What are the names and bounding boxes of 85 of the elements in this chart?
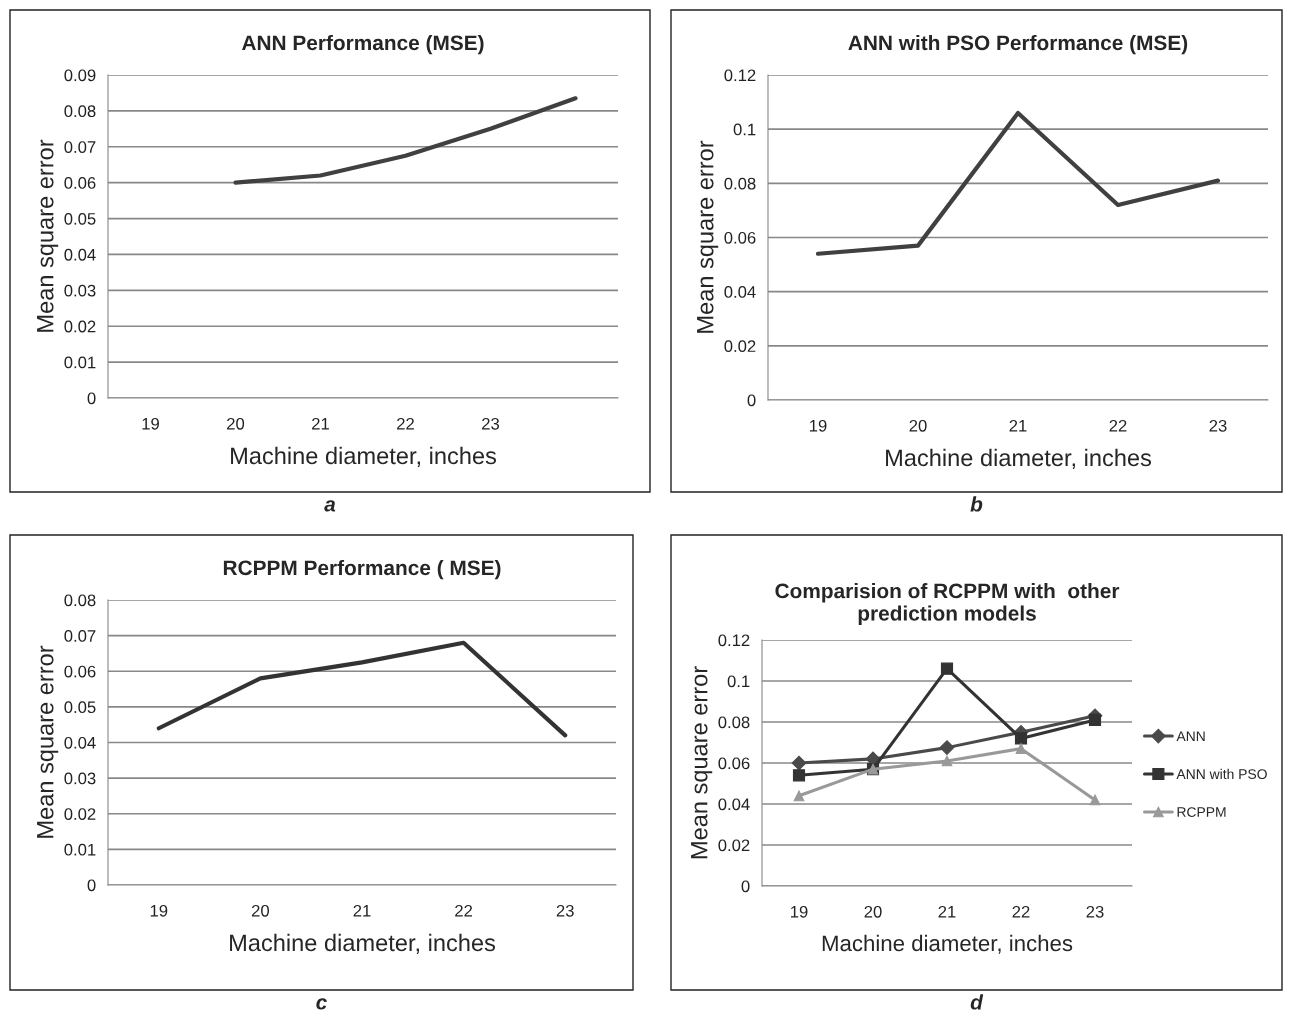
y-tick-label: 0.06	[724, 231, 756, 244]
chart-title: Comparision of RCPPM with other prediction models	[775, 583, 1120, 625]
legend-label: ANN	[1176, 731, 1205, 741]
y-tick-label: 0.02	[724, 340, 756, 353]
y-tick-label: 0.06	[64, 665, 96, 678]
y-axis-title: Mean square error	[691, 666, 713, 859]
x-tick-label: 22	[455, 904, 473, 917]
y-tick-label: 0.08	[724, 177, 756, 190]
y-tick-label: 0.02	[64, 808, 96, 820]
point	[792, 769, 806, 782]
x-tick-label: 21	[1009, 419, 1027, 432]
y-tick-label: 0.03	[64, 284, 96, 297]
point	[1014, 732, 1028, 745]
x-tick-label: 23	[1086, 905, 1104, 918]
chart-title: ANN Performance (MSE)	[241, 34, 484, 55]
point	[940, 662, 954, 675]
y-tick-label: 0.04	[64, 248, 96, 261]
x-tick-label: 21	[312, 417, 329, 430]
x-tick-label: 23	[482, 417, 500, 430]
y-tick-label: 0.04	[718, 798, 750, 811]
y-tick-label: 0	[87, 879, 96, 892]
x-tick-label: 20	[227, 417, 245, 430]
text: b	[970, 496, 983, 512]
x-tick-label: 20	[251, 904, 270, 917]
y-tick-label: 0.01	[64, 356, 96, 369]
point	[1089, 794, 1101, 806]
text: c	[316, 998, 327, 1010]
y-axis-title: Mean square error	[37, 139, 59, 332]
x-tick-label: 22	[1012, 905, 1030, 918]
point	[939, 740, 955, 756]
y-tick-label: 0.06	[718, 757, 750, 770]
x-axis-title: Machine diameter, inches	[886, 448, 1152, 469]
x-axis-title: Machine diameter, inches	[231, 446, 497, 467]
x-tick-label: 23	[556, 904, 574, 917]
legend-label: ANN with PSO	[1176, 768, 1267, 780]
y-tick-label: 0.09	[64, 69, 96, 82]
x-tick-label: 21	[938, 905, 956, 918]
x-tick-label: 19	[142, 417, 159, 430]
y-tick-label: 0	[741, 880, 750, 893]
y-tick-label: 0.12	[724, 69, 756, 82]
x-tick-label: 19	[150, 904, 168, 917]
y-tick-label: 0.07	[64, 141, 96, 153]
line-series	[156, 640, 568, 738]
y-tick-label: 0.05	[64, 701, 96, 714]
line-series	[233, 96, 578, 185]
point	[793, 790, 805, 802]
x-tick-label: 22	[1109, 419, 1127, 432]
x-tick-label: 22	[397, 417, 414, 430]
x-tick-label: 20	[909, 419, 927, 432]
line-series	[815, 110, 1221, 256]
x-tick-label: 19	[810, 419, 827, 432]
point	[1088, 713, 1102, 727]
y-tick-label: 0.04	[724, 286, 756, 298]
y-axis-title: Mean square error	[37, 645, 59, 838]
y-tick-label: 0.06	[64, 177, 96, 189]
y-tick-label: 0.02	[64, 320, 96, 333]
x-tick-label: 19	[791, 905, 808, 918]
y-tick-label: 0.1	[733, 123, 756, 136]
text: d	[970, 994, 984, 1010]
point	[791, 755, 807, 771]
y-tick-label: 0.03	[64, 772, 96, 785]
y-tick-label: 0.08	[718, 716, 750, 729]
x-tick-label: 23	[1209, 419, 1227, 432]
y-tick-label: 0.1	[727, 675, 750, 688]
point	[941, 755, 953, 767]
x-tick-label: 20	[864, 905, 882, 918]
x-tick-label: 21	[353, 904, 371, 917]
y-axis-title: Mean square error	[697, 140, 719, 333]
y-tick-label: 0.02	[718, 839, 750, 852]
x-axis-title: Machine diameter, inches	[230, 933, 496, 954]
y-tick-label: 0.08	[64, 105, 96, 118]
text: a	[324, 500, 336, 512]
legend-label: RCPPM	[1177, 807, 1226, 817]
y-tick-label: 0.07	[64, 630, 96, 642]
y-tick-label: 0.04	[64, 736, 96, 749]
y-tick-label: 0.08	[64, 594, 96, 607]
chart-title: ANN with PSO Performance (MSE)	[848, 34, 1188, 55]
chart-title: RCPPM Performance ( MSE)	[223, 559, 501, 580]
y-tick-label: 0.01	[64, 843, 96, 856]
y-tick-label: 0	[747, 394, 756, 407]
y-tick-label: 0.05	[64, 212, 96, 225]
y-tick-label: 0	[87, 392, 96, 405]
y-tick-label: 0.12	[718, 634, 750, 647]
x-axis-title: Machine diameter, inches	[822, 934, 1073, 954]
point	[1015, 743, 1027, 755]
